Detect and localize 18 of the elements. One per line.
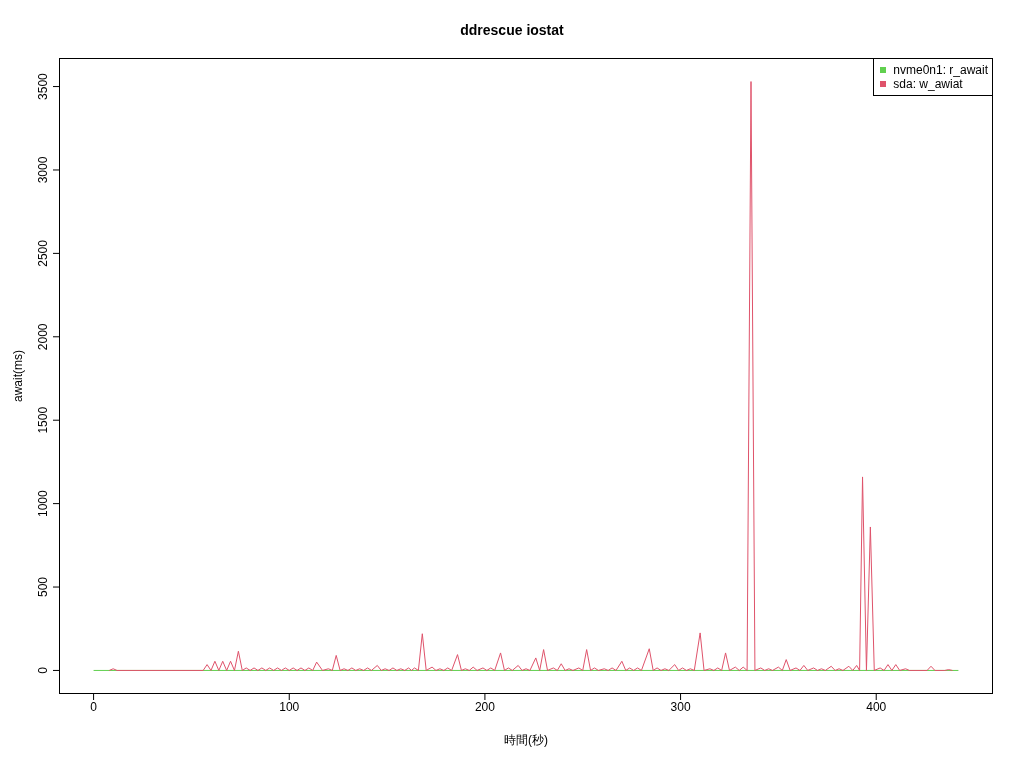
x-tick-label: 0 xyxy=(90,699,98,714)
y-tick-label: 1500 xyxy=(36,406,50,434)
x-tick-label: 200 xyxy=(474,699,496,714)
x-axis-title: 時間(秒) xyxy=(504,733,548,747)
y-tick-label: 2500 xyxy=(36,239,50,267)
x-tick-label: 100 xyxy=(279,699,300,714)
y-tick-label: 3000 xyxy=(36,156,50,184)
x-tick-label: 300 xyxy=(670,699,691,714)
legend-label: sda: w_awiat xyxy=(893,77,963,91)
y-axis-title: await(ms) xyxy=(11,349,26,403)
y-tick-label: 2000 xyxy=(36,323,50,351)
y-tick-label: 3500 xyxy=(36,72,50,100)
y-tick-label: 1000 xyxy=(36,489,50,517)
x-tick-label: 400 xyxy=(866,699,887,714)
chart-title: ddrescue iostat xyxy=(459,22,565,38)
legend-label: nvme0n1: r_await xyxy=(893,63,988,77)
y-tick-label: 0 xyxy=(36,666,50,674)
y-tick-label: 500 xyxy=(36,576,50,598)
